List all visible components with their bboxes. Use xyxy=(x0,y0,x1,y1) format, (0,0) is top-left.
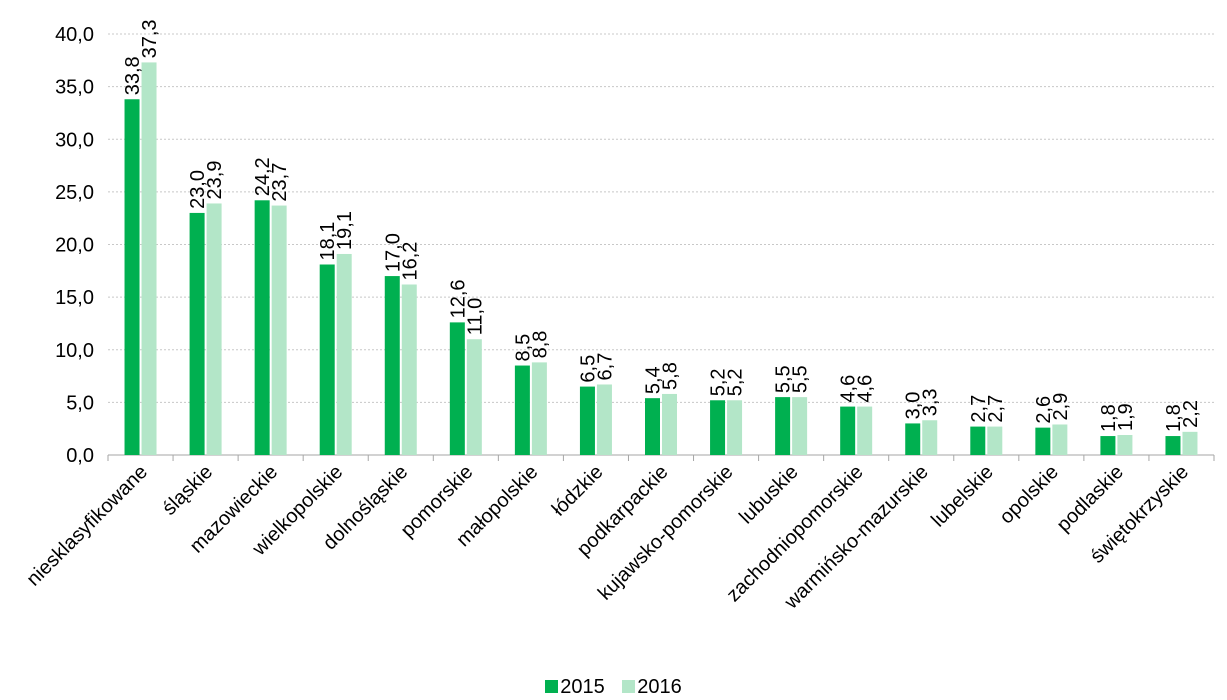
bar-2016 xyxy=(336,253,352,455)
y-tick-label: 30,0 xyxy=(55,129,94,151)
data-label-2016: 3,3 xyxy=(920,388,942,416)
data-label-2015: 5,5 xyxy=(773,365,795,393)
data-label-2016: 4,6 xyxy=(855,375,877,403)
category-label: lubelskie xyxy=(927,461,998,532)
y-tick-label: 10,0 xyxy=(55,340,94,362)
bar-2015 xyxy=(905,423,921,455)
category-label: śląskie xyxy=(158,461,217,520)
bar-2015 xyxy=(840,406,856,455)
data-label-2015: 2,7 xyxy=(968,395,990,423)
bar-2015 xyxy=(645,398,660,455)
bar-2016 xyxy=(141,62,157,455)
bar-2016 xyxy=(662,393,677,455)
data-label-2016: 1,9 xyxy=(1115,403,1137,431)
bar-2016 xyxy=(987,426,1003,455)
bar-2015 xyxy=(384,276,400,455)
data-label-2015: 4,6 xyxy=(838,375,860,403)
y-tick-label: 20,0 xyxy=(55,235,94,257)
bar-2016 xyxy=(1182,431,1198,455)
legend-swatch-2016 xyxy=(622,680,636,693)
y-tick-label: 25,0 xyxy=(55,182,94,204)
bar-2015 xyxy=(189,212,205,455)
data-label-2015: 18,1 xyxy=(317,222,339,261)
bar-2016 xyxy=(857,406,873,455)
data-label-2016: 2,9 xyxy=(1050,393,1072,421)
data-label-2016: 11,0 xyxy=(464,298,486,335)
data-label-2016: 19,1 xyxy=(334,211,356,250)
legend-swatch-2015 xyxy=(545,680,559,693)
bar-2016 xyxy=(466,339,482,455)
bar-2016 xyxy=(401,284,417,455)
bar-chart: 0,0 5,0 10,0 15,0 20,0 25,0 30,0 35,0 40,0 33,837… xyxy=(23,19,1215,614)
data-label-2015: 8,5 xyxy=(512,334,534,362)
legend: 2015 2016 xyxy=(0,676,1227,698)
bar-2015 xyxy=(1100,436,1116,455)
y-tick-label: 35,0 xyxy=(55,77,94,99)
bar-2016 xyxy=(1117,435,1133,455)
bar-2016 xyxy=(206,203,222,455)
data-label-2016: 2,7 xyxy=(985,395,1007,423)
bar-2016 xyxy=(792,397,808,455)
bar-2016 xyxy=(1052,424,1068,455)
data-label-2016: 8,8 xyxy=(529,331,551,359)
category-label: lubuskie xyxy=(735,461,802,528)
bar-2015 xyxy=(514,365,530,455)
category-label: niesklasyfikowane xyxy=(23,461,153,591)
data-label-2016: 5,5 xyxy=(790,365,812,393)
bar-2016 xyxy=(727,400,743,455)
legend-label-2016: 2016 xyxy=(637,676,682,698)
bar-2015 xyxy=(970,426,986,455)
bar-2015 xyxy=(124,99,140,455)
bar-2015 xyxy=(775,397,791,455)
bar-2016 xyxy=(531,362,547,455)
data-label-2016: 37,3 xyxy=(139,19,161,58)
data-label-2015: 5,4 xyxy=(643,366,665,394)
data-label-2016: 6,7 xyxy=(594,353,616,381)
bar-2015 xyxy=(579,386,595,455)
data-label-2015: 23,0 xyxy=(187,170,209,209)
data-label-2015: 6,5 xyxy=(577,355,599,383)
data-label-2015: 2,6 xyxy=(1033,396,1055,424)
category-label: opolskie xyxy=(995,461,1062,528)
bar-2016 xyxy=(596,384,612,455)
data-label-2015: 24,2 xyxy=(252,157,274,196)
y-tick-label: 5,0 xyxy=(66,392,94,414)
data-label-2015: 5,2 xyxy=(708,368,730,396)
data-label-2016: 5,2 xyxy=(725,368,747,396)
legend-item-2016: 2016 xyxy=(622,676,682,698)
bar-2015 xyxy=(1165,436,1181,455)
data-label-2016: 16,2 xyxy=(399,242,421,281)
category-label: łódzkie xyxy=(548,461,608,521)
bar-2015 xyxy=(254,200,270,455)
data-label-2015: 12,6 xyxy=(447,279,469,318)
bar-2016 xyxy=(271,205,287,455)
bar-2015 xyxy=(710,400,726,455)
legend-item-2015: 2015 xyxy=(545,676,605,698)
y-tick-label: 15,0 xyxy=(55,287,94,309)
data-label-2015: 33,8 xyxy=(122,56,144,95)
legend-label-2015: 2015 xyxy=(560,676,605,698)
data-label-2015: 3,0 xyxy=(903,392,925,420)
data-label-2015: 1,8 xyxy=(1098,404,1120,432)
data-label-2016: 2,2 xyxy=(1180,400,1202,428)
y-tick-label: 40,0 xyxy=(55,24,94,46)
y-tick-label: 0,0 xyxy=(66,445,94,467)
data-label-2016: 23,9 xyxy=(204,161,226,200)
data-label-2015: 1,8 xyxy=(1163,404,1185,432)
data-label-2016: 23,7 xyxy=(269,163,291,202)
bar-2015 xyxy=(449,322,465,455)
bar-2015 xyxy=(1035,427,1051,455)
data-label-2015: 17,0 xyxy=(382,233,404,272)
data-label-2016: 5,8 xyxy=(660,362,682,390)
bar-2016 xyxy=(922,420,938,455)
bar-2015 xyxy=(319,264,335,455)
